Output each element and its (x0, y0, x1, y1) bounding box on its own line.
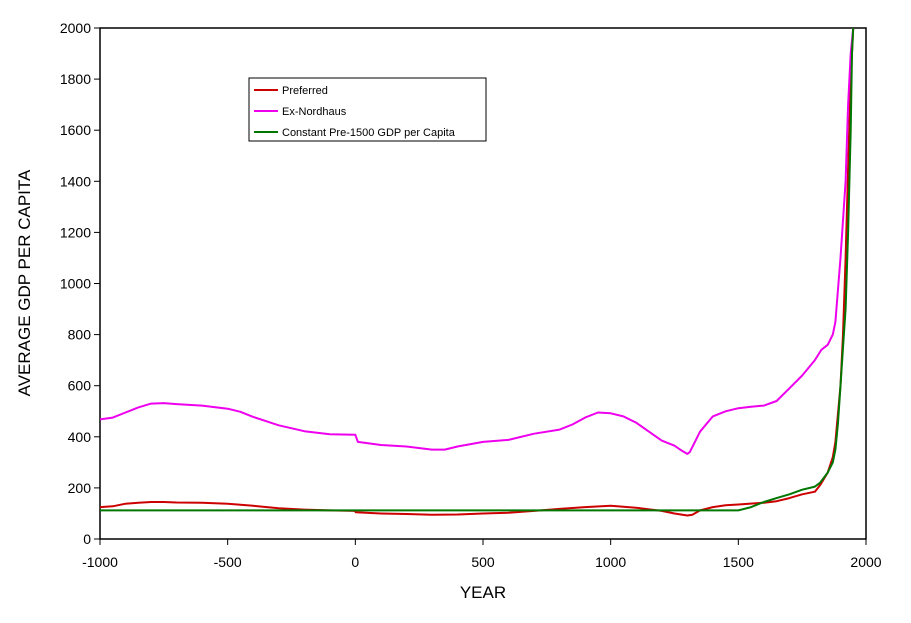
y-tick-label: 1600 (60, 122, 91, 138)
series-group (100, 27, 855, 517)
series-line-2 (100, 27, 855, 455)
x-tick-label: 2000 (850, 554, 881, 570)
y-axis-title: AVERAGE GDP PER CAPITA (15, 169, 34, 396)
legend-label-3: Constant Pre-1500 GDP per Capita (282, 127, 456, 139)
x-tick-label: 1500 (723, 554, 754, 570)
y-tick-label: 600 (68, 378, 92, 394)
x-tick-label: -500 (214, 554, 242, 570)
y-tick-label: 1800 (60, 71, 91, 87)
legend-label-2: Ex-Nordhaus (282, 106, 347, 118)
y-tick-label: 400 (68, 429, 92, 445)
x-axis-title: YEAR (460, 583, 506, 602)
series-line-3 (100, 27, 855, 512)
legend: Preferred Ex-Nordhaus Constant Pre-1500 GD… (248, 77, 487, 142)
x-tick-label: -1000 (82, 554, 118, 570)
x-axis-ticks: -1000 -500 0 500 1000 1500 2000 (82, 539, 882, 570)
legend-box (248, 77, 487, 142)
y-tick-label: 2000 (60, 20, 91, 36)
x-tick-label: 500 (471, 554, 495, 570)
x-tick-label: 0 (351, 554, 359, 570)
legend-label-1: Preferred (282, 85, 328, 97)
y-tick-label: 200 (68, 480, 92, 496)
y-tick-label: 1200 (60, 224, 91, 240)
x-tick-label: 1000 (595, 554, 626, 570)
y-tick-label: 1000 (60, 276, 91, 292)
y-axis-ticks: 0 200 400 600 800 1000 1200 1400 1600 1800 2000 (60, 20, 100, 547)
y-tick-label: 1400 (60, 173, 91, 189)
y-tick-label: 0 (83, 531, 91, 547)
y-tick-label: 800 (68, 327, 92, 343)
legend-entries: Preferred Ex-Nordhaus Constant Pre-1500 GD… (254, 85, 456, 139)
